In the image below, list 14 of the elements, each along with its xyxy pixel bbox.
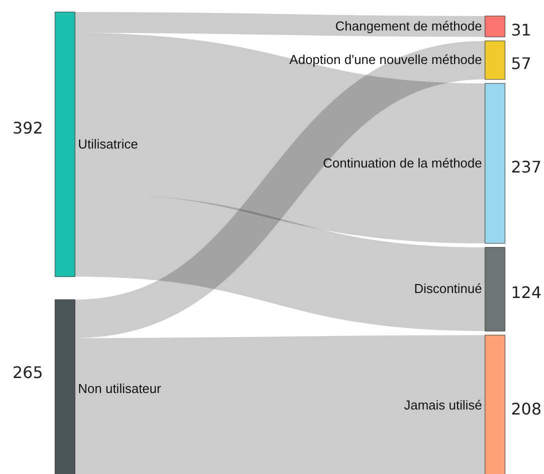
- data-label: 57: [511, 54, 532, 74]
- data-label: 31: [511, 20, 532, 40]
- data-label: 265: [12, 363, 43, 382]
- data-label: 392: [12, 118, 43, 138]
- category-label: Utilisatrice: [78, 136, 138, 152]
- category-label: Discontinué: [414, 281, 482, 296]
- data-label: 124: [511, 283, 542, 302]
- category-label: Continuation de la méthode: [322, 155, 482, 170]
- data-label: 237: [511, 157, 542, 176]
- category-label: Adoption d'une nouvelle méthode: [289, 52, 482, 68]
- data-label: 208: [511, 399, 542, 418]
- category-label: Non utilisateur: [78, 381, 162, 396]
- category-label: Changement de méthode: [335, 18, 482, 34]
- category-label: Jamais utilisé: [404, 397, 482, 412]
